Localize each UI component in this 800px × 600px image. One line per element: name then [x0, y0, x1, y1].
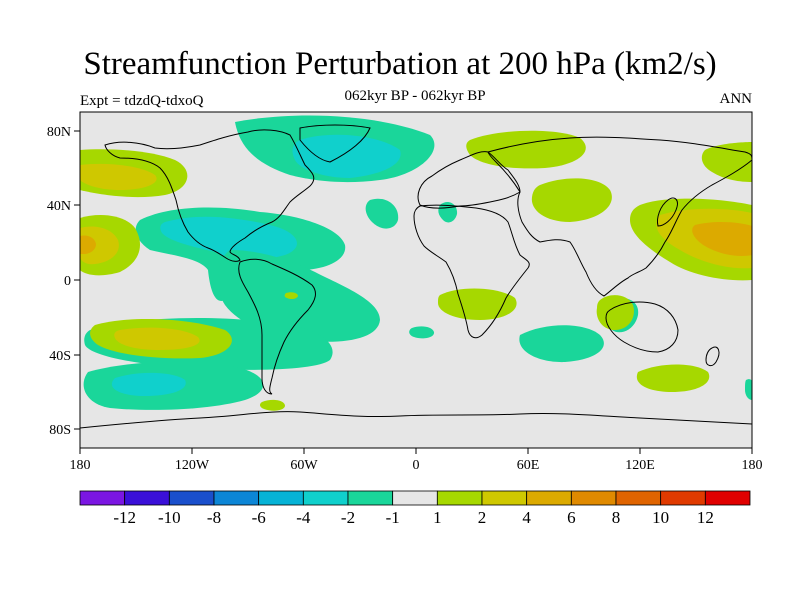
contour-small-south-atlantic-positive [259, 399, 285, 411]
coastline-australia [605, 301, 679, 353]
coastline-asia [487, 136, 752, 297]
colorbar-label: -1 [386, 508, 400, 527]
lat-label-80n: 80N [47, 125, 71, 140]
contour-east-pacific-level-2 [80, 226, 119, 265]
coastline-europe [417, 151, 521, 209]
lat-label-40s: 40S [49, 349, 71, 364]
contour-north-atlantic-level-2 [292, 134, 401, 178]
contour-fills [80, 115, 752, 411]
lat-label-80s: 80S [49, 423, 71, 438]
colorbar-swatch [526, 490, 572, 506]
map-panel: 180 120W 60W 0 60E 120E 180 80N 40N 0 40… [47, 111, 763, 473]
colorbar-label: -4 [296, 508, 311, 527]
colorbar-label: -8 [207, 508, 221, 527]
colorbar-label: 4 [522, 508, 531, 527]
season-label: ANN [719, 91, 753, 107]
colorbar-swatch [124, 490, 170, 506]
colorbar-swatch [168, 490, 215, 506]
contour-north-pacific-level-2 [80, 163, 157, 190]
colorbar-swatch [481, 490, 528, 506]
contour-west-atlantic-negative [365, 198, 399, 229]
contour-south-pacific-nz-level-1 [636, 364, 710, 392]
lon-label-120e: 120E [625, 458, 655, 473]
colorbar-label: -2 [341, 508, 355, 527]
colorbar-swatch [79, 490, 126, 506]
colorbar-swatch [615, 490, 662, 506]
colorbar-swatch [570, 490, 617, 506]
lon-label-120w: 120W [175, 458, 210, 473]
axis-ticks [74, 130, 753, 454]
lat-label-40n: 40N [47, 199, 71, 214]
colorbar-swatch [347, 490, 394, 506]
coastline-antarctica [80, 411, 752, 429]
lon-label-60w: 60W [290, 458, 318, 473]
colorbar-swatch [436, 490, 483, 506]
contour-caribbean-level-2 [160, 216, 297, 260]
colorbar-label: 1 [433, 508, 442, 527]
contour-north-asia-level-1 [701, 142, 752, 182]
contour-indian-ocean-level-1 [519, 325, 604, 363]
lat-tick-labels: 80N 40N 0 40S 80S [47, 125, 71, 438]
lon-label-0: 0 [413, 458, 420, 473]
colorbar-swatch [704, 490, 751, 506]
lat-label-0: 0 [64, 274, 71, 289]
coastline-greenland [299, 124, 371, 163]
colorbar-label: 12 [697, 508, 714, 527]
contour-small-south-america-positive [284, 292, 298, 300]
contour-south-east-pacific-level-2 [114, 327, 200, 350]
coastline-japan [657, 197, 678, 227]
contour-central-asia-level-1 [531, 178, 612, 222]
colorbar-swatch [302, 490, 349, 506]
colorbar-swatch [660, 490, 706, 506]
lon-label-180e: 180 [742, 458, 763, 473]
contour-small-atlantic-negative [409, 326, 435, 339]
contour-south-pacific-level-2 [111, 372, 186, 396]
contour-southern-africa-level-1 [438, 288, 517, 320]
colorbar-label: 8 [612, 508, 621, 527]
colorbar-label: -12 [113, 508, 136, 527]
plot-subtitle: 062kyr BP - 062kyr BP [344, 88, 486, 104]
plot-title: Streamfunction Perturbation at 200 hPa (… [83, 46, 717, 82]
coastline-south-america [238, 258, 316, 395]
colorbar-swatch [392, 490, 438, 506]
colorbar-label: 10 [652, 508, 669, 527]
coastline-new-zealand [705, 346, 720, 367]
experiment-label: Expt = tdzdQ-tdxoQ [80, 93, 204, 109]
coastline-africa [413, 204, 530, 339]
colorbar: -12 -10 -8 -6 -4 -2 -1 1 2 4 6 8 10 12 [79, 490, 751, 527]
colorbar-label: 2 [478, 508, 487, 527]
colorbar-label: -10 [158, 508, 181, 527]
lon-tick-labels: 180 120W 60W 0 60E 120E 180 [70, 458, 763, 473]
contour-east-edge-negative [745, 379, 752, 400]
coastlines [80, 124, 752, 429]
contour-south-america-level-1 [218, 250, 380, 342]
coastline-north-america [104, 129, 315, 262]
colorbar-label: 6 [567, 508, 576, 527]
colorbar-label: -6 [252, 508, 266, 527]
contour-east-pacific-level-3 [80, 235, 96, 254]
lon-label-180w: 180 [70, 458, 91, 473]
lon-label-60e: 60E [517, 458, 540, 473]
colorbar-swatch [258, 490, 304, 506]
contour-north-west-pacific-level-3 [692, 222, 752, 256]
colorbar-swatch [213, 490, 260, 506]
